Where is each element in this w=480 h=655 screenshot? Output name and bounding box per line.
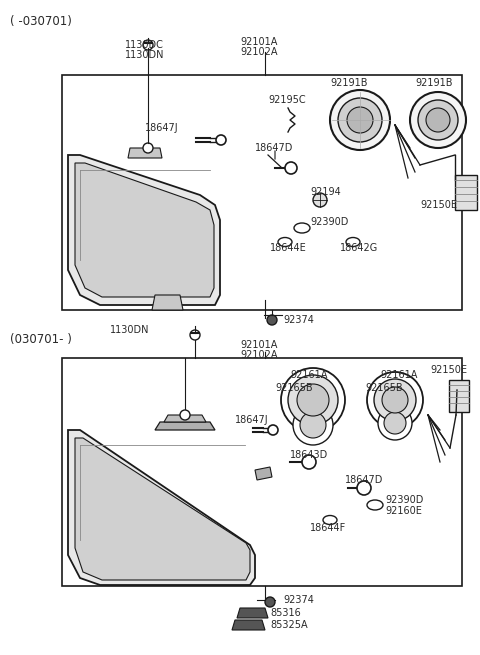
Circle shape bbox=[382, 387, 408, 413]
Text: 18643D: 18643D bbox=[290, 450, 328, 460]
Circle shape bbox=[338, 98, 382, 142]
Text: 92390D: 92390D bbox=[385, 495, 423, 505]
Text: 1130DN: 1130DN bbox=[110, 325, 149, 335]
Circle shape bbox=[288, 375, 338, 425]
Circle shape bbox=[313, 193, 327, 207]
Text: 18642G: 18642G bbox=[340, 243, 378, 253]
Circle shape bbox=[378, 406, 412, 440]
Text: 92160E: 92160E bbox=[385, 506, 422, 516]
Text: 18647J: 18647J bbox=[235, 415, 269, 425]
Bar bbox=[62, 358, 462, 586]
Text: 92194: 92194 bbox=[310, 187, 341, 197]
Circle shape bbox=[384, 412, 406, 434]
Circle shape bbox=[190, 330, 200, 340]
Circle shape bbox=[297, 384, 329, 416]
Text: 18647D: 18647D bbox=[255, 143, 293, 153]
Bar bbox=[449, 380, 469, 412]
Text: 92165B: 92165B bbox=[275, 383, 312, 393]
Text: 92161A: 92161A bbox=[380, 370, 418, 380]
Text: 18644F: 18644F bbox=[310, 523, 346, 533]
Circle shape bbox=[216, 135, 226, 145]
Circle shape bbox=[268, 425, 278, 435]
Circle shape bbox=[267, 315, 277, 325]
Text: 92374: 92374 bbox=[283, 315, 314, 325]
Text: 92191B: 92191B bbox=[415, 78, 453, 88]
Text: 92102A: 92102A bbox=[240, 47, 277, 57]
Text: 92161A: 92161A bbox=[290, 370, 327, 380]
Polygon shape bbox=[68, 430, 255, 585]
Circle shape bbox=[300, 412, 326, 438]
Circle shape bbox=[367, 372, 423, 428]
Circle shape bbox=[293, 405, 333, 445]
Text: 1130DC: 1130DC bbox=[125, 40, 164, 50]
Text: 92150E: 92150E bbox=[420, 200, 457, 210]
Polygon shape bbox=[68, 155, 220, 305]
Text: (030701- ): (030701- ) bbox=[10, 333, 72, 346]
Text: ( -030701): ( -030701) bbox=[10, 16, 72, 29]
Circle shape bbox=[143, 143, 153, 153]
Circle shape bbox=[285, 162, 297, 174]
Polygon shape bbox=[128, 148, 162, 158]
Text: 18647D: 18647D bbox=[345, 475, 384, 485]
Circle shape bbox=[143, 40, 153, 50]
Text: 92102A: 92102A bbox=[240, 350, 277, 360]
Text: 18647J: 18647J bbox=[145, 123, 179, 133]
Polygon shape bbox=[155, 422, 215, 430]
Polygon shape bbox=[237, 608, 268, 618]
Circle shape bbox=[281, 368, 345, 432]
Polygon shape bbox=[255, 467, 272, 480]
Text: 92195C: 92195C bbox=[268, 95, 306, 105]
Text: 92101A: 92101A bbox=[240, 37, 277, 47]
Ellipse shape bbox=[367, 500, 383, 510]
Text: 85325A: 85325A bbox=[270, 620, 308, 630]
Circle shape bbox=[418, 100, 458, 140]
Polygon shape bbox=[152, 295, 183, 310]
Text: 85316: 85316 bbox=[270, 608, 301, 618]
Text: 1130DN: 1130DN bbox=[125, 50, 165, 60]
Polygon shape bbox=[75, 163, 214, 297]
Polygon shape bbox=[164, 415, 206, 422]
Circle shape bbox=[265, 597, 275, 607]
Ellipse shape bbox=[278, 238, 292, 246]
Bar bbox=[455, 175, 477, 210]
Circle shape bbox=[330, 90, 390, 150]
Circle shape bbox=[426, 108, 450, 132]
Ellipse shape bbox=[323, 515, 337, 525]
Polygon shape bbox=[232, 620, 265, 630]
Circle shape bbox=[302, 455, 316, 469]
Text: 92150E: 92150E bbox=[430, 365, 467, 375]
Text: 92390D: 92390D bbox=[310, 217, 348, 227]
Circle shape bbox=[180, 410, 190, 420]
Text: 92165B: 92165B bbox=[365, 383, 403, 393]
Text: 18644E: 18644E bbox=[270, 243, 307, 253]
Bar bbox=[62, 75, 462, 310]
Text: 92191B: 92191B bbox=[330, 78, 368, 88]
Text: 92374: 92374 bbox=[283, 595, 314, 605]
Circle shape bbox=[357, 481, 371, 495]
Circle shape bbox=[347, 107, 373, 133]
Ellipse shape bbox=[346, 238, 360, 246]
Polygon shape bbox=[75, 438, 250, 580]
Circle shape bbox=[410, 92, 466, 148]
Text: 92101A: 92101A bbox=[240, 340, 277, 350]
Circle shape bbox=[374, 379, 416, 421]
Ellipse shape bbox=[294, 223, 310, 233]
